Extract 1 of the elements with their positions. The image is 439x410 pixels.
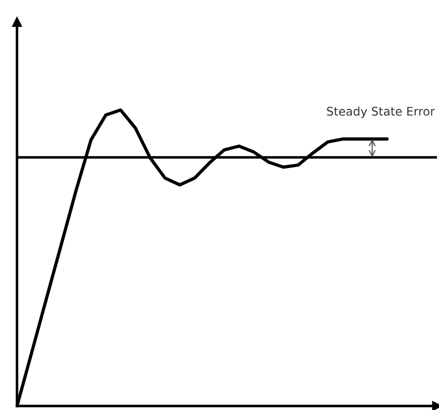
annotation: Steady State Error [327,106,435,118]
